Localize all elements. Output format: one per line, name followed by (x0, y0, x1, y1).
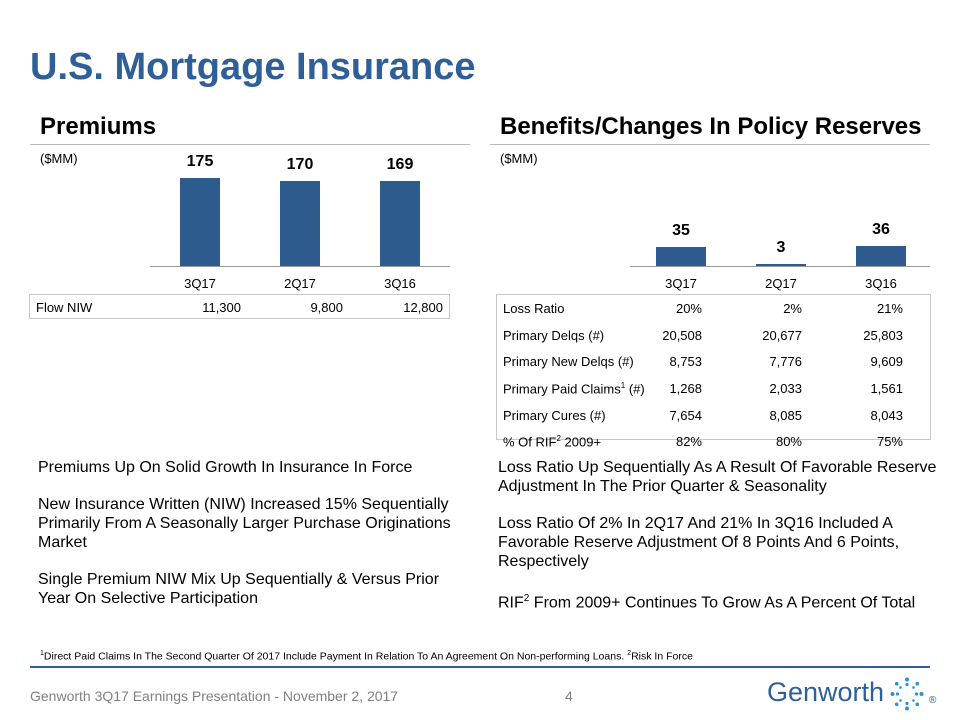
premiums-tick-2q17: 2Q17 (284, 276, 316, 291)
premiums-bar-3q16 (380, 181, 420, 266)
logo-wordmark: Genworth (767, 677, 885, 707)
metric-label: % Of RIF2 2009+ (503, 428, 653, 455)
metric-value: 2% (783, 300, 802, 316)
premiums-bullet: Premiums Up On Solid Growth In Insurance… (38, 459, 413, 476)
metric-label: Primary Paid Claims1 (#) (503, 375, 653, 402)
premiums-bullets: Premiums Up On Solid Growth In Insurance… (38, 458, 468, 626)
premiums-unit: ($MM) (40, 151, 78, 166)
benefits-bar-label-2q17: 3 (776, 239, 786, 256)
flow-niw-row: Flow NIW 11,300 9,800 12,800 (29, 294, 450, 319)
table-row: Primary New Delqs (#) 8,753 7,776 9,609 (503, 348, 903, 375)
premiums-bar-label-2q17: 170 (286, 155, 314, 173)
metric-value: 21% (876, 300, 903, 316)
benefits-bar-label-3q16: 36 (872, 221, 890, 238)
benefits-bar-2q17 (756, 264, 806, 266)
benefits-metrics-table: Loss Ratio 20% 2% 21% Primary Delqs (#) … (503, 295, 903, 455)
benefits-tick-2q17: 2Q17 (765, 276, 797, 291)
footer-divider (30, 666, 930, 668)
premiums-x-axis (150, 266, 450, 267)
premiums-tick-3q16: 3Q16 (384, 276, 416, 291)
footnote-text: Risk In Force (631, 650, 693, 663)
table-row: Loss Ratio 20% 2% 21% (503, 295, 903, 322)
metric-value: 1,268 (669, 380, 702, 396)
metric-label: Loss Ratio (503, 300, 565, 316)
metric-value: 7,654 (669, 407, 702, 423)
benefits-tick-3q17: 3Q17 (665, 276, 697, 291)
table-row: Primary Delqs (#) 20,508 20,677 25,803 (503, 322, 903, 349)
benefits-divider (490, 144, 930, 145)
flow-niw-3q17: 11,300 (202, 300, 241, 315)
premiums-divider (30, 144, 470, 145)
premiums-bar-label-3q16: 169 (386, 156, 414, 174)
page-number: 4 (565, 688, 573, 704)
metric-label: Primary Cures (#) (503, 407, 606, 423)
footnote-ref: 2 (523, 593, 530, 604)
footnote-text: Direct Paid Claims In The Second Quarter… (43, 650, 628, 663)
premiums-heading: Premiums (40, 113, 157, 140)
metric-label: Primary Delqs (#) (503, 327, 605, 343)
benefits-bullet: Loss Ratio Up Sequentially As A Result O… (498, 459, 937, 495)
benefits-bullet: RIF2 From 2009+ Continues To Grow As A P… (498, 589, 938, 612)
table-row: Primary Cures (#) 7,654 8,085 8,043 (503, 402, 903, 429)
metric-value: 9,609 (870, 354, 903, 370)
registered-mark: ® (929, 695, 937, 706)
benefits-metrics-box: Loss Ratio 20% 2% 21% Primary Delqs (#) … (496, 294, 931, 449)
metric-label-text: % Of RIF (503, 434, 557, 450)
bullet-text: From 2009+ Continues To Grow As A Percen… (529, 594, 916, 612)
benefits-bullets: Loss Ratio Up Sequentially As A Result O… (498, 458, 938, 630)
premiums-bar-3q17 (180, 178, 220, 266)
footnote-marker: 2 (627, 650, 632, 657)
metric-value: 8,753 (669, 354, 702, 370)
metric-label: Primary New Delqs (#) (503, 354, 634, 370)
bullet-text: RIF (498, 594, 524, 612)
table-row: % Of RIF2 2009+ 82% 80% 75% (503, 428, 903, 455)
metric-value: 75% (876, 434, 903, 450)
benefits-chart: 35 3 36 3Q17 2Q17 3Q16 (0, 0, 960, 300)
premiums-bullet: Single Premium NIW Mix Up Sequentially &… (38, 571, 440, 607)
footer-presentation-title: Genworth 3Q17 Earnings Presentation - No… (30, 688, 399, 704)
metric-value: 80% (775, 434, 802, 450)
benefits-bar-label-3q17: 35 (672, 221, 690, 239)
benefits-x-axis (630, 266, 930, 267)
benefits-unit: ($MM) (500, 151, 538, 166)
genworth-logo: Genworth ® (767, 675, 947, 715)
metric-value: 25,803 (863, 327, 903, 343)
premiums-tick-3q17: 3Q17 (184, 276, 216, 291)
premiums-chart: 175 170 169 3Q17 2Q17 3Q16 (0, 0, 960, 300)
flow-niw-2q17: 9,800 (310, 300, 343, 315)
footnote-marker: 1 (40, 650, 44, 657)
flow-niw-3q16: 12,800 (403, 300, 443, 315)
metric-value: 20% (675, 300, 702, 316)
premiums-bar-label-3q17: 175 (186, 153, 214, 170)
flow-niw-label: Flow NIW (36, 300, 93, 315)
sunburst-logo-icon (890, 677, 924, 711)
benefits-heading: Benefits/Changes In Policy Reserves (500, 113, 922, 140)
metric-value: 82% (675, 434, 702, 450)
metric-value: 7,776 (769, 354, 802, 370)
benefits-bar-3q16 (856, 246, 906, 266)
benefits-bullet: Loss Ratio Of 2% In 2Q17 And 21% In 3Q16… (498, 515, 900, 570)
metric-label-text: Primary Paid Claims (503, 381, 621, 397)
table-row: Primary Paid Claims1 (#) 1,268 2,033 1,5… (503, 375, 903, 402)
premiums-bar-2q17 (280, 180, 320, 266)
metric-value: 20,508 (662, 327, 702, 343)
benefits-tick-3q16: 3Q16 (865, 276, 897, 291)
metric-label-text: (#) (625, 381, 645, 397)
footnote-ref: 1 (620, 380, 626, 390)
metric-value: 8,043 (870, 407, 903, 423)
metric-value: 8,085 (769, 407, 802, 423)
metric-label-text: 2009+ (560, 434, 602, 450)
benefits-bar-3q17 (656, 246, 706, 266)
metric-value: 20,677 (762, 327, 802, 343)
metric-value: 2,033 (769, 380, 802, 396)
footnote: 1Direct Paid Claims In The Second Quarte… (40, 650, 693, 663)
premiums-bullet: New Insurance Written (NIW) Increased 15… (38, 496, 451, 551)
metric-value: 1,561 (870, 380, 903, 396)
page-title: U.S. Mortgage Insurance (30, 46, 476, 88)
footnote-ref: 2 (556, 434, 561, 444)
